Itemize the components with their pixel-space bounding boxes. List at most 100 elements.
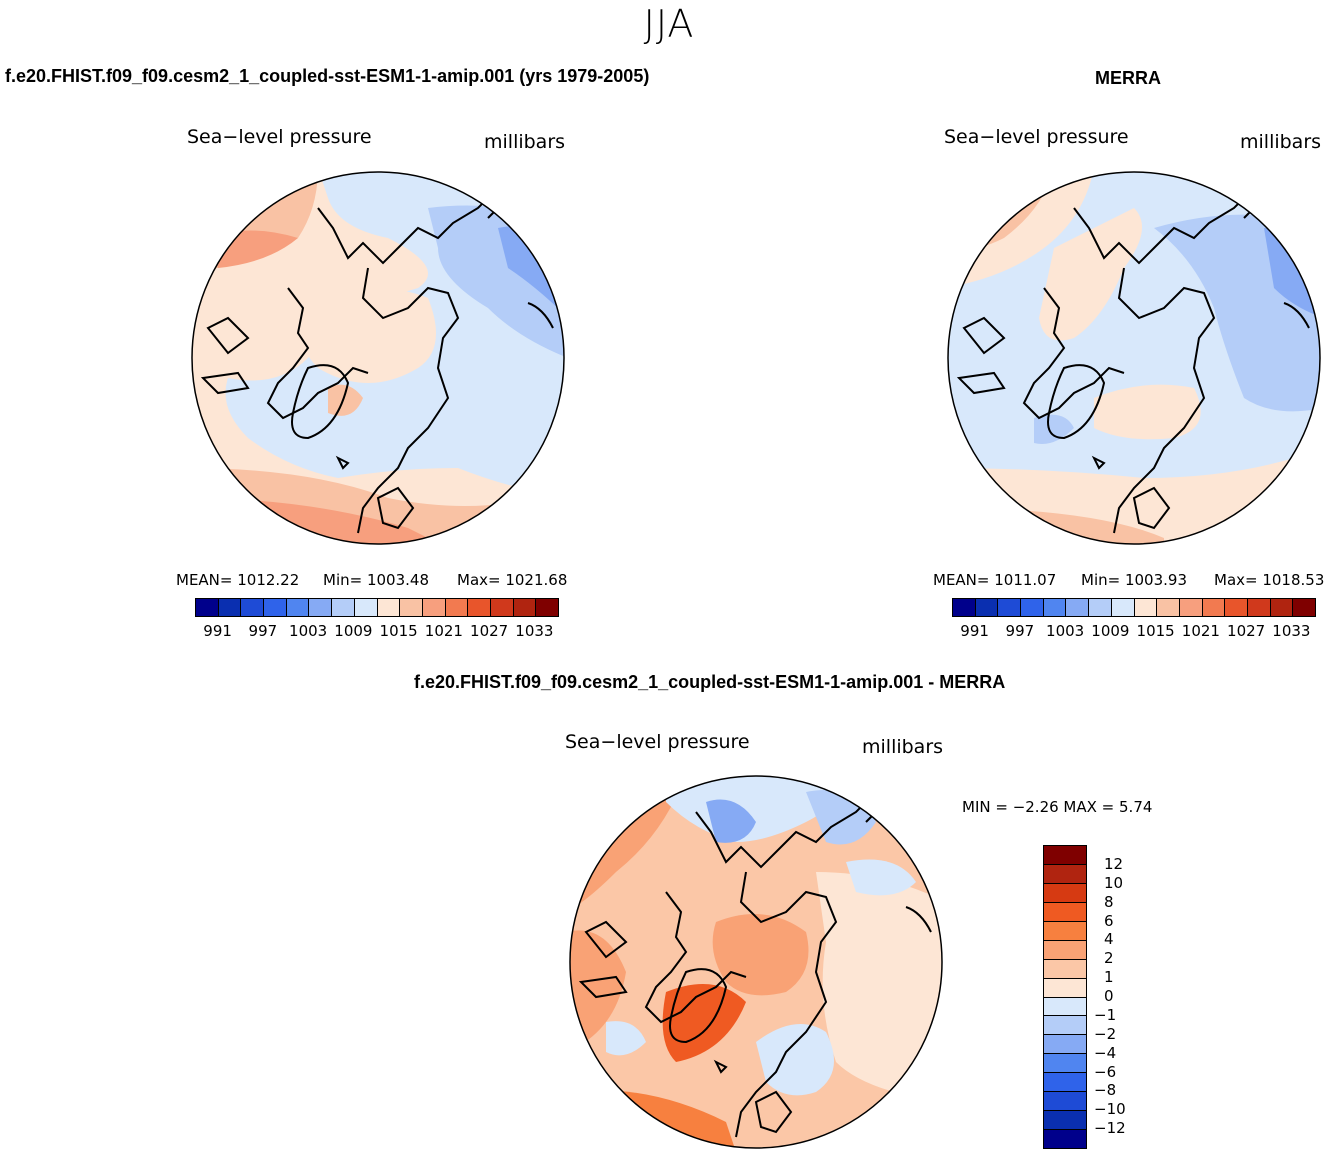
model-mean: MEAN= 1012.22 bbox=[176, 571, 300, 589]
model-colorbar-cell bbox=[490, 599, 514, 616]
model-polar-map bbox=[191, 171, 565, 545]
model-colorbar-tick: 997 bbox=[248, 622, 278, 640]
diff-min-max: MIN = −2.26 MAX = 5.74 bbox=[962, 798, 1153, 816]
diff-colorbar-cell bbox=[1044, 1092, 1086, 1112]
obs-colorbar-cell bbox=[975, 599, 999, 616]
obs-colorbar-tick: 1021 bbox=[1181, 622, 1220, 640]
obs-colorbar-tick: 991 bbox=[960, 622, 989, 640]
obs-colorbar-cell bbox=[1021, 599, 1044, 616]
obs-colorbar-cell bbox=[1043, 599, 1067, 616]
model-colorbar-tick: 1009 bbox=[334, 622, 373, 640]
diff-colorbar-labels: 12 10 8 6 4 2 1 0 −1 −2 −4 −6 −8 −10 −12 bbox=[1094, 845, 1154, 1147]
diff-colorbar-label: 12 bbox=[1104, 854, 1124, 873]
model-max: Max= 1021.68 bbox=[457, 571, 568, 589]
diff-colorbar-label: 2 bbox=[1104, 949, 1114, 968]
obs-colorbar-cell bbox=[1225, 599, 1248, 616]
diff-colorbar-cell bbox=[1044, 902, 1086, 922]
diff-colorbar-label: −2 bbox=[1094, 1024, 1117, 1043]
obs-colorbar-tick: 1033 bbox=[1272, 622, 1311, 640]
diff-colorbar-cell bbox=[1044, 940, 1086, 960]
model-colorbar-tick: 1003 bbox=[289, 622, 328, 640]
obs-colorbar-ticks: 991 997 1003 1009 1015 1021 1027 1033 bbox=[952, 622, 1314, 640]
model-colorbar-cell bbox=[513, 599, 537, 616]
diff-colorbar-cell bbox=[1044, 921, 1086, 941]
model-colorbar-cell bbox=[286, 599, 310, 616]
diff-colorbar-label: 1 bbox=[1104, 968, 1114, 987]
obs-colorbar-cell bbox=[953, 599, 976, 616]
diff-colorbar-label: −4 bbox=[1094, 1043, 1117, 1062]
diff-colorbar-cell bbox=[1044, 1035, 1086, 1055]
obs-colorbar-cell bbox=[1089, 599, 1112, 616]
model-colorbar-cell bbox=[445, 599, 469, 616]
diff-colorbar-label: −12 bbox=[1094, 1119, 1126, 1138]
model-colorbar-cell bbox=[241, 599, 265, 616]
obs-max: Max= 1018.53 bbox=[1214, 571, 1325, 589]
diff-colorbar-label: 0 bbox=[1104, 987, 1114, 1005]
model-colorbar-cell bbox=[264, 599, 287, 616]
obs-colorbar-cell bbox=[1157, 599, 1180, 616]
model-colorbar-tick: 1033 bbox=[515, 622, 554, 640]
obs-colorbar-tick: 1003 bbox=[1046, 622, 1085, 640]
obs-colorbar-cell bbox=[1202, 599, 1226, 616]
model-colorbar-cell bbox=[422, 599, 446, 616]
obs-colorbar-cell bbox=[1134, 599, 1158, 616]
diff-units-label: millibars bbox=[862, 736, 944, 758]
diff-colorbar-label: −1 bbox=[1094, 1005, 1117, 1024]
model-colorbar-cell bbox=[468, 599, 491, 616]
obs-panel-title: MERRA bbox=[1095, 68, 1161, 88]
model-variable-label: Sea−level pressure bbox=[187, 126, 372, 148]
diff-colorbar-label: −6 bbox=[1094, 1062, 1117, 1081]
obs-min: Min= 1003.93 bbox=[1081, 571, 1187, 589]
diff-polar-map bbox=[569, 775, 943, 1149]
model-units-label: millibars bbox=[484, 131, 566, 153]
diff-colorbar-cell bbox=[1044, 978, 1086, 998]
obs-colorbar-cell bbox=[1111, 599, 1135, 616]
obs-colorbar-tick: 997 bbox=[1005, 622, 1035, 640]
obs-colorbar-tick: 1015 bbox=[1136, 622, 1175, 640]
model-colorbar-cell bbox=[400, 599, 423, 616]
obs-polar-map bbox=[947, 171, 1321, 545]
obs-colorbar-cell bbox=[1179, 599, 1203, 616]
obs-colorbar-cell bbox=[1066, 599, 1090, 616]
diff-colorbar-label: −10 bbox=[1094, 1100, 1126, 1119]
diff-colorbar-cell bbox=[1044, 1111, 1086, 1131]
diff-colorbar-cell bbox=[1044, 1016, 1086, 1036]
diff-colorbar-cell bbox=[1044, 1073, 1086, 1093]
model-colorbar-cell bbox=[196, 599, 219, 616]
diff-colorbar-label: 6 bbox=[1104, 911, 1114, 930]
obs-colorbar-cell bbox=[998, 599, 1022, 616]
obs-colorbar-cell bbox=[1270, 599, 1294, 616]
diff-colorbar-cell bbox=[1044, 864, 1086, 884]
model-colorbar-tick: 991 bbox=[203, 622, 232, 640]
model-colorbar-cell bbox=[332, 599, 355, 616]
model-colorbar-ticks: 991 997 1003 1009 1015 1021 1027 1033 bbox=[195, 622, 557, 640]
model-colorbar bbox=[195, 598, 559, 617]
diff-panel-title: f.e20.FHIST.f09_f09.cesm2_1_coupled-sst-… bbox=[414, 672, 1006, 692]
diff-colorbar-cell bbox=[1044, 1130, 1086, 1148]
obs-mean: MEAN= 1011.07 bbox=[933, 571, 1057, 589]
diff-colorbar-label: 10 bbox=[1104, 873, 1124, 892]
model-colorbar-cell bbox=[354, 599, 378, 616]
diff-colorbar-cell bbox=[1044, 997, 1086, 1017]
diff-colorbar-cell bbox=[1044, 1054, 1086, 1074]
model-colorbar-tick: 1021 bbox=[424, 622, 463, 640]
diff-colorbar-label: 4 bbox=[1104, 930, 1114, 949]
obs-colorbar-tick: 1027 bbox=[1227, 622, 1266, 640]
obs-colorbar-cell bbox=[1293, 599, 1315, 616]
diff-colorbar-cell bbox=[1044, 959, 1086, 979]
obs-colorbar-cell bbox=[1247, 599, 1271, 616]
diff-variable-label: Sea−level pressure bbox=[565, 731, 750, 753]
diff-colorbar-label: 8 bbox=[1104, 892, 1114, 911]
model-colorbar-tick: 1015 bbox=[379, 622, 418, 640]
diff-colorbar bbox=[1043, 845, 1087, 1149]
diff-colorbar-cell bbox=[1044, 883, 1086, 903]
season-title: JJA bbox=[643, 2, 695, 46]
model-colorbar-cell bbox=[309, 599, 333, 616]
obs-colorbar-tick: 1009 bbox=[1091, 622, 1130, 640]
model-colorbar-cell bbox=[377, 599, 401, 616]
model-panel-title: f.e20.FHIST.f09_f09.cesm2_1_coupled-sst-… bbox=[5, 66, 650, 86]
obs-units-label: millibars bbox=[1240, 131, 1322, 153]
diff-colorbar-cell bbox=[1044, 846, 1086, 865]
model-colorbar-tick: 1027 bbox=[470, 622, 509, 640]
model-colorbar-cell bbox=[536, 599, 558, 616]
